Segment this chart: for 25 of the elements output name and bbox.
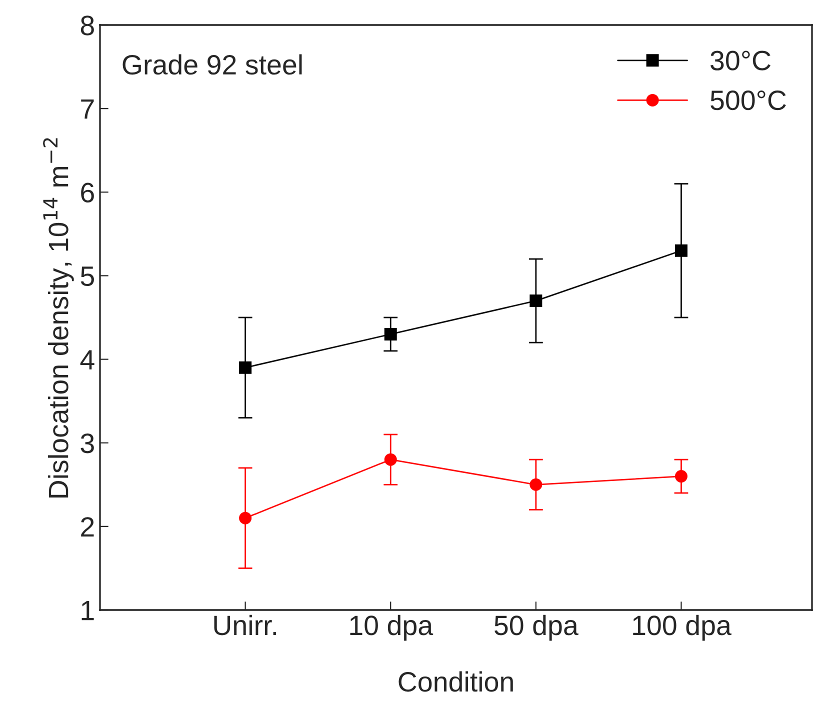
point xyxy=(674,470,688,483)
annotation: Grade 92 steel xyxy=(122,54,302,75)
point xyxy=(239,361,252,374)
y-axis-title: Dislocation density, 10$^{14}$ m$^{−2}$ xyxy=(43,138,74,498)
y-tick-label: 5 xyxy=(80,266,94,286)
x-axis-title: Condition xyxy=(398,671,513,692)
point xyxy=(384,328,397,340)
x-tick-label: 100 dpa xyxy=(633,614,732,641)
x-tick-label: 50 dpa xyxy=(494,614,578,641)
point xyxy=(384,453,397,466)
y-tick-label: 1 xyxy=(82,600,94,620)
y-tick-label: 3 xyxy=(80,434,94,454)
point xyxy=(530,478,542,491)
x-tick-label: Unirr. xyxy=(214,614,276,636)
y-tick-label: 6 xyxy=(81,182,94,202)
legend-label: 30°C xyxy=(710,50,770,70)
point xyxy=(674,244,688,257)
y-tick-label: 4 xyxy=(80,350,94,370)
x-tick-label: 10 dpa xyxy=(350,614,434,641)
legend-label: 500°C xyxy=(710,90,786,110)
point xyxy=(239,512,252,524)
y-tick-label: 7 xyxy=(81,100,94,119)
y-tick-label: 2 xyxy=(81,517,94,536)
point xyxy=(530,294,542,308)
y-tick-label: 8 xyxy=(80,16,94,36)
